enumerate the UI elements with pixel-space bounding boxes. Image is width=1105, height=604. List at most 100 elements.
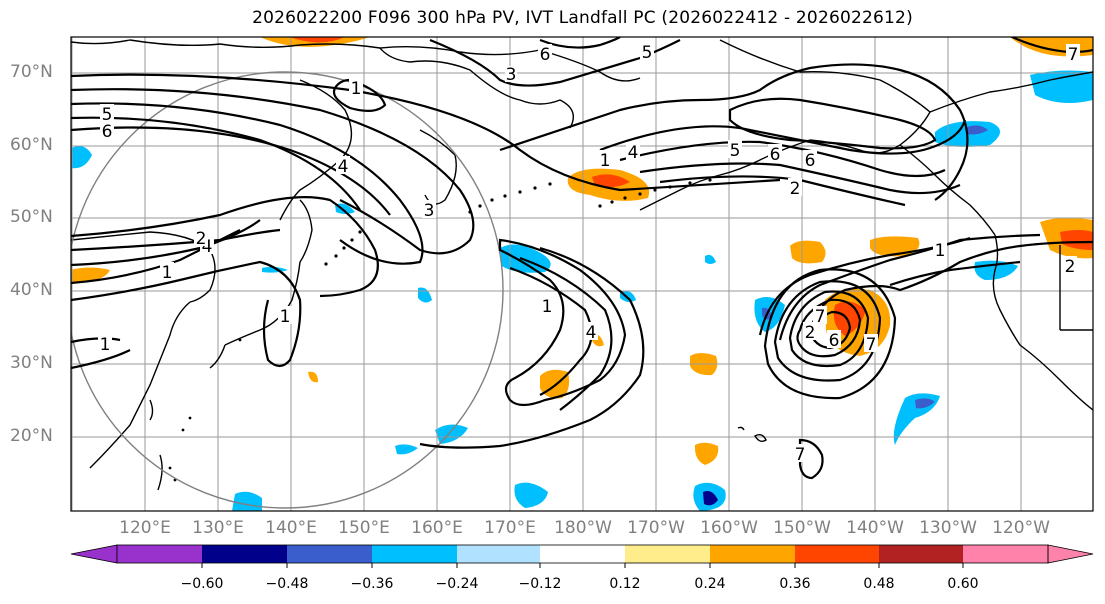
contour-label: 3 [542, 297, 553, 317]
lon-label: 140°W [846, 518, 904, 538]
map-title: 2026022200 F096 300 hPa PV, IVT Landfall… [252, 8, 913, 28]
colorbar-tick-label: 0.36 [779, 576, 811, 592]
contour-label: 1 [598, 150, 612, 171]
lat-label: 20°N [10, 426, 53, 446]
svg-text:1: 1 [935, 241, 946, 261]
lat-label: 60°N [10, 135, 53, 155]
colorbar-tick-label: −0.12 [518, 576, 562, 592]
colorbar-extend-high [1047, 544, 1094, 564]
svg-text:7: 7 [1068, 45, 1079, 65]
colorbar-bin [710, 545, 795, 563]
contour-label: 3 [505, 65, 517, 85]
contour-label: 4 [626, 142, 640, 163]
colorbar-extend-low [70, 544, 118, 564]
colorbar-tick-label: 0.60 [947, 576, 979, 592]
svg-text:7: 7 [815, 307, 826, 327]
contour-label: 7 [793, 444, 807, 465]
contour-label: 1 [98, 334, 112, 355]
svg-text:5: 5 [102, 105, 113, 125]
svg-text:1: 1 [100, 335, 111, 355]
lon-label: 160°W [700, 518, 758, 538]
contour-label: 5 [100, 104, 114, 125]
colorbar-outline [116, 544, 1049, 564]
colorbar-tick-label: −0.24 [435, 576, 479, 592]
svg-text:1: 1 [280, 307, 291, 327]
map-frame [70, 36, 1094, 512]
lon-label: 140°E [265, 518, 317, 538]
contour-label: 6 [768, 144, 782, 165]
contour-label: 1 [540, 296, 554, 317]
colorbar-bin [963, 545, 1048, 563]
svg-text:6: 6 [805, 151, 816, 171]
colorbar-bin [202, 545, 287, 563]
colorbar-bin [117, 545, 202, 563]
svg-text:2: 2 [1065, 257, 1076, 277]
contour-label: 3 [422, 200, 436, 221]
contour-label: 5 [640, 42, 654, 63]
colorbar [70, 544, 1094, 568]
colorbar-bin [287, 545, 372, 563]
contour-label: 6 [827, 330, 841, 351]
colorbar-tick-label: 0.12 [609, 576, 641, 592]
svg-text:5: 5 [642, 43, 653, 63]
contour-label: 7 [864, 334, 878, 355]
svg-text:1: 1 [542, 297, 553, 317]
contour-label: 7 [1066, 44, 1080, 65]
lon-label: 170°E [484, 518, 536, 538]
contour-label: 5 [728, 140, 742, 161]
contour-label: 7 [813, 306, 827, 327]
lon-label: 120°W [992, 518, 1050, 538]
svg-text:3: 3 [506, 65, 517, 85]
svg-text:6: 6 [829, 331, 840, 351]
contour-label: 6 [538, 44, 552, 65]
svg-text:2: 2 [790, 179, 801, 199]
graticule [71, 37, 1093, 511]
contour-label: 2 [1063, 256, 1077, 277]
lon-label: 150°W [773, 518, 831, 538]
colorbar-bin [625, 545, 710, 563]
colorbar-tick-label: 0.24 [694, 576, 726, 592]
svg-text:3: 3 [424, 201, 435, 221]
contour-label: 1 [278, 306, 292, 327]
svg-text:2: 2 [805, 323, 816, 343]
contour-label: 2 [803, 322, 817, 343]
colorbar-tick-label: −0.48 [265, 576, 309, 592]
lon-label: 120°E [119, 518, 171, 538]
svg-text:4: 4 [338, 157, 349, 177]
colorbar-tick-label: −0.36 [350, 576, 394, 592]
lat-label: 40°N [10, 280, 53, 300]
lon-label: 130°E [192, 518, 244, 538]
range-circle [71, 71, 504, 509]
lon-label: 150°E [338, 518, 390, 538]
colorbar-tick-label: −0.60 [180, 576, 224, 592]
contour-labels: 1 5 6 6 5 3 1 4 3 4 6 5 2 6 7 1 1 1 4 3 … [98, 42, 1080, 465]
lat-label: 70°N [10, 62, 53, 82]
contour-label: 2 [194, 228, 208, 249]
colorbar-bin [879, 545, 963, 563]
svg-text:4: 4 [586, 323, 597, 343]
contour-label: 6 [803, 150, 817, 171]
contour-label: 4 [584, 322, 598, 343]
svg-text:7: 7 [866, 335, 877, 355]
svg-text:1: 1 [351, 79, 362, 99]
lon-label: 130°W [919, 518, 977, 538]
colorbar-bin [795, 545, 879, 563]
lon-label: 170°W [627, 518, 685, 538]
svg-text:4: 4 [628, 143, 639, 163]
colorbar-bin [457, 545, 540, 563]
svg-text:4: 4 [202, 237, 213, 257]
contour-label: 2 [788, 178, 802, 199]
colorbar-bin [540, 545, 625, 563]
contour-label: 4 [336, 156, 350, 177]
contour-label: 6 [100, 121, 114, 142]
lat-label: 30°N [10, 353, 53, 373]
lat-label: 50°N [10, 207, 53, 227]
svg-text:6: 6 [540, 45, 551, 65]
contour-label: 1 [160, 262, 174, 283]
contour-label: 3 [600, 151, 611, 171]
pv-negative-shading [71, 70, 1093, 511]
colorbar-bin [372, 545, 457, 563]
svg-text:2: 2 [196, 229, 207, 249]
svg-text:1: 1 [600, 151, 611, 171]
